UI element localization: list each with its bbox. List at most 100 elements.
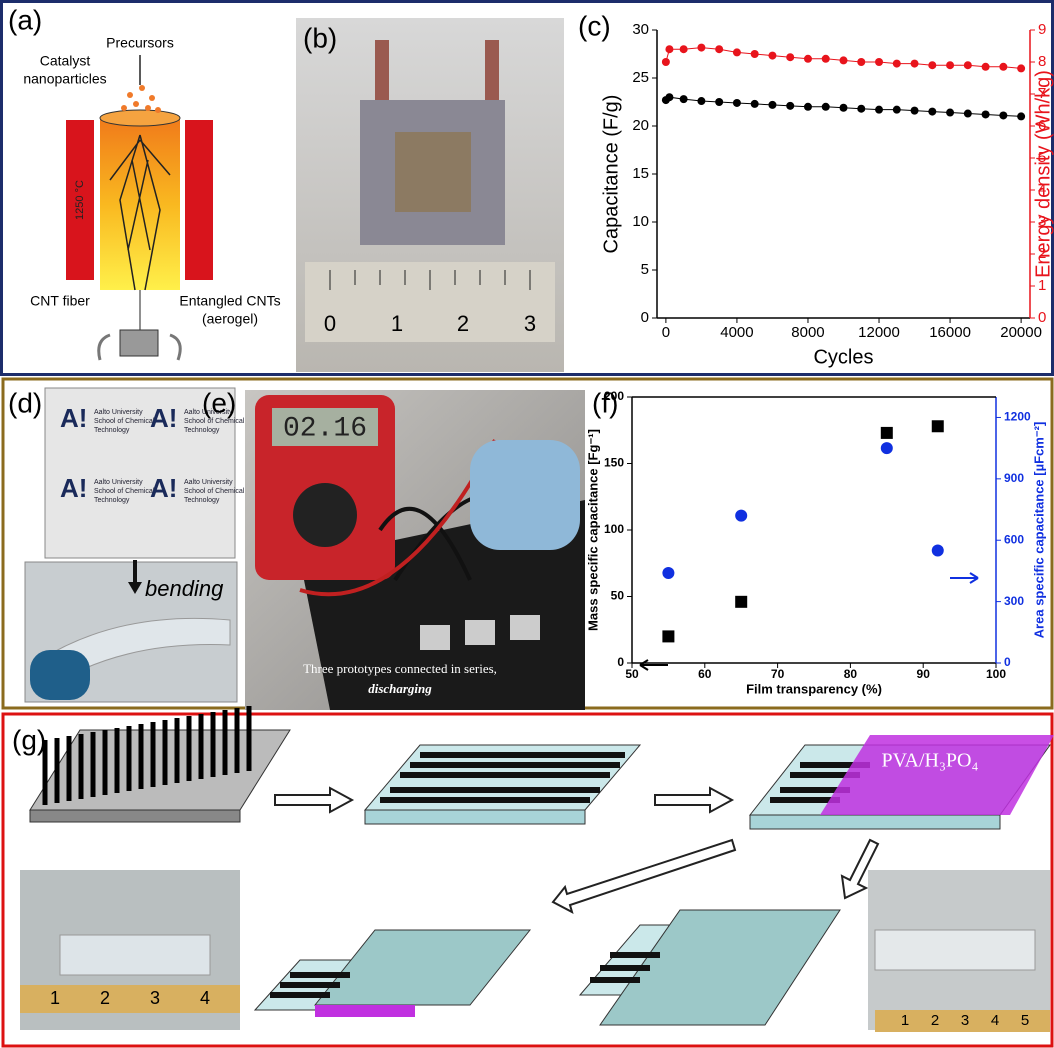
y-tick-label: 25	[632, 69, 649, 86]
y-tick-label: 150	[604, 456, 624, 470]
point	[679, 95, 688, 104]
point	[981, 110, 990, 119]
device	[874, 929, 1036, 971]
series-line	[665, 96, 1022, 117]
x-tick-label: 0	[662, 324, 670, 341]
x-tick-label: 50	[625, 667, 639, 681]
point	[715, 98, 724, 106]
point	[880, 442, 893, 455]
y2-tick-label: 7	[1038, 85, 1046, 102]
point	[661, 58, 670, 66]
logo-text: School of Chemical	[184, 488, 245, 495]
reactor	[100, 118, 180, 290]
point	[857, 104, 866, 113]
point	[732, 48, 741, 57]
device	[59, 934, 211, 976]
point	[662, 630, 675, 643]
point	[880, 426, 893, 439]
y-tick-label: 5	[641, 261, 649, 278]
ruler-label: 3	[961, 1012, 969, 1029]
substrate	[313, 929, 532, 1006]
ruler-label: 2	[457, 311, 469, 336]
x-tick-label: 8000	[791, 324, 824, 341]
x-axis-label: Film transparency (%)	[746, 681, 882, 696]
caption: Three prototypes connected in series,	[303, 661, 497, 676]
point	[946, 61, 955, 70]
y-tick-label: 50	[611, 589, 625, 603]
process-arrow	[654, 786, 735, 814]
y2-tick-label: 900	[1004, 471, 1024, 485]
point	[697, 43, 706, 52]
point	[928, 107, 937, 116]
spool	[119, 329, 159, 357]
cnts	[109, 134, 171, 291]
x-tick-label: 90	[917, 667, 931, 681]
logo-text: Aalto University	[94, 479, 143, 486]
ruler-label: 3	[524, 311, 536, 336]
arrow-head	[128, 582, 142, 594]
logo-text: Technology	[184, 497, 220, 504]
ruler-label: 1	[50, 988, 60, 1008]
point	[857, 58, 866, 66]
y-tick-label: 200	[604, 389, 624, 403]
y2-tick-label: 600	[1004, 532, 1024, 546]
particles	[121, 85, 161, 113]
cnt-film	[590, 952, 660, 983]
y2-tick-label: 6	[1038, 117, 1046, 134]
y2-tick-label: 300	[1004, 594, 1024, 608]
cnt-film	[270, 972, 350, 998]
y2-tick-label: 4	[1038, 181, 1046, 198]
logos: A! Aalto University School of Chemical Tech…	[60, 403, 245, 504]
heater	[66, 120, 94, 280]
x-tick-label: 20000	[1000, 324, 1042, 341]
logo-text: Aalto University	[184, 409, 233, 416]
heater	[185, 120, 213, 280]
electrolyte-label: PVA/H₃PO₄	[882, 750, 979, 772]
point	[946, 108, 955, 117]
point	[803, 102, 812, 111]
y2-tick-label: 9	[1038, 21, 1046, 38]
x-tick-label: 60	[698, 667, 712, 681]
ruler-label: 3	[150, 988, 160, 1008]
point	[931, 544, 944, 557]
logo: A!	[60, 403, 87, 433]
point	[1017, 112, 1026, 121]
annotation: 1250 °C	[74, 180, 86, 220]
point	[999, 111, 1008, 120]
glove	[30, 650, 90, 700]
y-tick-label: 30	[632, 21, 649, 38]
ruler-label: 4	[200, 988, 210, 1008]
prototypes	[420, 615, 540, 650]
y2-tick-label: 1	[1038, 277, 1046, 294]
logo-text: School of Chemical	[94, 418, 155, 425]
logo: A!	[60, 473, 87, 503]
axis-arrow	[950, 572, 979, 584]
x-tick-label: 12000	[858, 324, 900, 341]
panel-label: (g)	[12, 724, 46, 755]
electrode	[485, 40, 499, 100]
reactor-top	[99, 109, 181, 127]
x-tick-label: 70	[771, 667, 785, 681]
y2-tick-label: 5	[1038, 149, 1046, 166]
point	[662, 566, 675, 579]
point	[875, 105, 884, 114]
electrode	[375, 40, 389, 100]
point	[803, 54, 812, 63]
y2-tick-label: 1200	[1004, 410, 1031, 424]
ruler	[20, 985, 240, 1013]
electrolyte	[315, 1005, 415, 1017]
ruler-label: 5	[1021, 1012, 1029, 1029]
annotation: Catalyst	[40, 53, 91, 69]
point	[963, 61, 972, 70]
panel-label: (e)	[202, 387, 236, 418]
point	[892, 105, 901, 114]
y-tick-label: 20	[632, 117, 649, 134]
annotation: bending	[145, 576, 224, 601]
y2-tick-label: 2	[1038, 245, 1046, 262]
rotation	[97, 333, 182, 361]
photo	[44, 387, 236, 559]
point	[735, 595, 748, 608]
y2-tick-label: 0	[1038, 309, 1046, 326]
y2-tick-label: 8	[1038, 53, 1046, 70]
